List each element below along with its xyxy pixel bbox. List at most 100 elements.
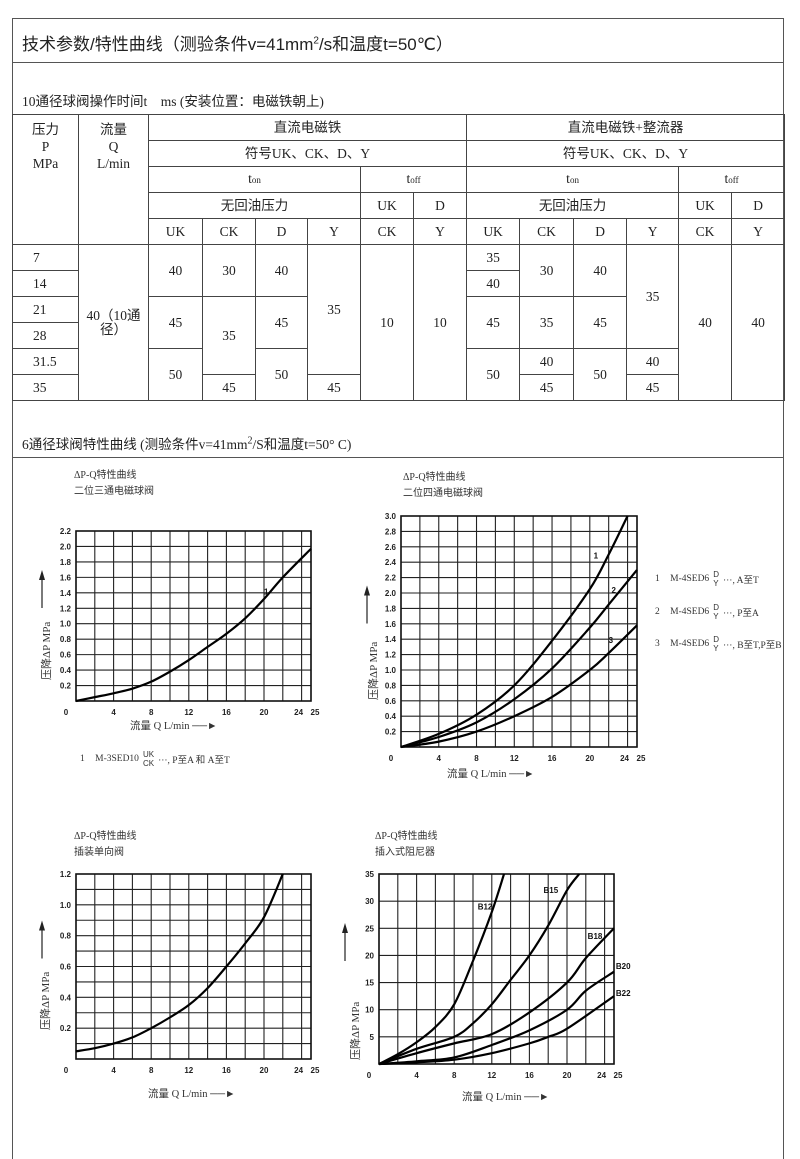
chart-3-xlabel: 流量 Q L/min ──► xyxy=(148,1089,236,1100)
cell: 10 xyxy=(360,244,414,401)
plot-border xyxy=(75,873,312,1060)
x-tick-label: 20 xyxy=(260,1066,269,1075)
y-tick-label: 1.4 xyxy=(385,635,397,644)
x-tick-label: 8 xyxy=(452,1071,457,1080)
group-header-dc: 直流电磁铁 xyxy=(147,114,468,141)
cell: 40 xyxy=(255,244,308,297)
y-tick-label: 1.0 xyxy=(385,666,397,675)
x-tick-label: 20 xyxy=(563,1071,572,1080)
y-tick-label: 0.6 xyxy=(60,651,72,660)
col-header: Y xyxy=(307,218,361,245)
y-tick-label: 0.8 xyxy=(60,932,72,941)
series-label: B18 xyxy=(588,932,603,941)
chart-2-legend-2: 2 M-4SED6 D Y ···, P至A xyxy=(655,603,759,621)
chart-1-legend: 1 M-3SED10 UK CK ···, P至A 和 A至T xyxy=(80,750,230,768)
chart-1-xlabel: 流量 Q L/min ──► xyxy=(130,721,218,732)
series-label: 3 xyxy=(609,636,614,645)
y-tick-label: 0.4 xyxy=(385,712,397,721)
y-tick-label: 1.8 xyxy=(60,558,72,567)
x-tick-label: 12 xyxy=(510,754,519,763)
x-tick-label: 0 xyxy=(64,1066,69,1075)
cell: 35 xyxy=(626,244,680,349)
t-off-header: toff xyxy=(359,166,468,193)
y-tick-label: 1.2 xyxy=(60,604,72,613)
cell: 30 xyxy=(519,244,575,297)
chart-4-title: ΔP-Q特性曲线 插入式阻尼器 xyxy=(375,831,438,858)
x-tick-label: 4 xyxy=(414,1071,419,1080)
y-tick-label: 1.6 xyxy=(385,620,397,629)
y-tick-label: 1.4 xyxy=(60,589,72,598)
flow-header: 流量 Q L/min xyxy=(78,114,149,245)
pressure-header: 压力 P MPa xyxy=(12,114,79,245)
x-tick-label: 24 xyxy=(294,708,303,717)
cell: 50 xyxy=(148,348,203,401)
y-tick-label: 2.6 xyxy=(385,543,397,552)
y-tick-label: 5 xyxy=(370,1033,375,1042)
y-tick-label: 0.8 xyxy=(385,681,397,690)
cell: 40 xyxy=(626,348,680,375)
col-header: D xyxy=(255,218,308,245)
cell: 10 xyxy=(412,244,468,401)
cell: 40 xyxy=(678,244,733,401)
x-tick-label: 25 xyxy=(311,1066,320,1075)
x-tick-label: 8 xyxy=(474,754,479,763)
page-title: 技术参数/特性曲线（测验条件v=41mm2/s和温度t=50℃） xyxy=(22,35,453,54)
x-tick-label: 4 xyxy=(111,1066,116,1075)
y-tick-label: 0.2 xyxy=(385,728,397,737)
chart-2-xlabel: 流量 Q L/min ──► xyxy=(447,769,535,780)
x-tick-label: 0 xyxy=(64,708,69,717)
y-tick-label: 0.2 xyxy=(60,682,72,691)
col-header: D xyxy=(731,192,786,219)
col-header: Y xyxy=(731,218,786,245)
cell: 50 xyxy=(255,348,308,401)
series-line-1 xyxy=(75,548,312,703)
divider xyxy=(12,62,784,63)
y-tick-label: 25 xyxy=(365,924,374,933)
x-tick-label: 0 xyxy=(389,754,394,763)
y-tick-label: 2.8 xyxy=(385,527,397,536)
series-label: 2 xyxy=(612,586,617,595)
t-off-header: toff xyxy=(678,166,786,193)
series-line-3 xyxy=(400,624,638,749)
x-tick-label: 16 xyxy=(222,708,231,717)
pressure-cell: 14 xyxy=(12,270,79,297)
plot-border xyxy=(400,515,638,748)
cell: 35 xyxy=(519,296,575,349)
series-label: B20 xyxy=(616,962,631,971)
x-tick-label: 4 xyxy=(437,754,442,763)
no-return-pressure-header: 无回油压力 xyxy=(148,192,361,219)
cell: 45 xyxy=(202,374,256,401)
series-label: B22 xyxy=(616,989,631,998)
col-header: CK xyxy=(519,218,575,245)
operation-time-table: 压力 P MPa 流量 Q L/min 直流电磁铁 直流电磁铁+整流器 符号UK、CK、… xyxy=(12,114,786,401)
plot-border xyxy=(378,873,615,1065)
col-header: Y xyxy=(412,218,468,245)
series-line-1 xyxy=(75,873,284,1053)
series-label: B12 xyxy=(478,902,493,911)
series-line-B18 xyxy=(378,927,615,1066)
series-line-1 xyxy=(400,515,629,749)
x-tick-label: 25 xyxy=(311,708,320,717)
flow-cell: 40（10通径） xyxy=(78,244,149,401)
series-label: B15 xyxy=(544,886,559,895)
x-tick-label: 16 xyxy=(525,1071,534,1080)
chart-4-xlabel: 流量 Q L/min ──► xyxy=(462,1092,550,1103)
col-header: Y xyxy=(626,218,680,245)
y-axis-arrow-head xyxy=(39,920,45,931)
x-tick-label: 8 xyxy=(149,708,154,717)
y-tick-label: 35 xyxy=(365,870,374,879)
series-line-B12 xyxy=(378,873,506,1065)
plot-border xyxy=(75,530,312,702)
divider xyxy=(12,457,784,458)
pressure-cell: 28 xyxy=(12,322,79,349)
y-tick-label: 2.0 xyxy=(60,542,72,551)
x-tick-label: 20 xyxy=(585,754,594,763)
pressure-cell: 21 xyxy=(12,296,79,323)
cell: 45 xyxy=(307,374,361,401)
series-label: 1 xyxy=(264,587,269,596)
y-tick-label: 0.4 xyxy=(60,993,72,1002)
symbol-header: 符号UK、CK、D、Y xyxy=(147,140,468,167)
operation-time-subtitle: 10通径球阀操作时间t ms (安装位置：电磁铁朝上) xyxy=(22,94,324,109)
x-tick-label: 4 xyxy=(111,708,116,717)
